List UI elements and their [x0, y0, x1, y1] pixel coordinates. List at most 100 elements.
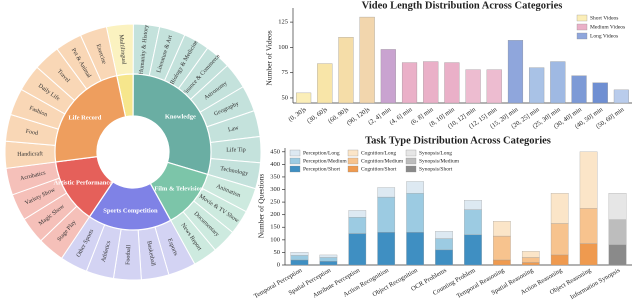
leaf-label: Humanity & History	[139, 25, 150, 75]
bar-segment	[550, 223, 569, 256]
bar-segment	[464, 209, 482, 235]
bar-segment	[377, 196, 396, 233]
legend-swatch	[576, 23, 588, 31]
bar-segment	[579, 243, 598, 266]
legend-swatch	[347, 149, 359, 157]
bar-segment	[550, 254, 569, 266]
legend-swatch	[289, 165, 301, 173]
legend-label: Synopsis/Long	[419, 150, 452, 156]
y-tick-label: 450	[270, 148, 280, 155]
bar-segment	[435, 238, 453, 251]
bar	[444, 62, 460, 104]
bar-segment	[579, 151, 598, 209]
y-tick-label: 100	[278, 44, 288, 51]
bar-segment	[493, 259, 511, 266]
bar-segment	[377, 187, 396, 198]
bar-segment	[608, 193, 627, 220]
legend-swatch	[576, 32, 588, 40]
legend-label: Cognition/Short	[361, 166, 397, 172]
bar-segment	[348, 210, 367, 218]
chart-title: Video Length Distribution Across Categor…	[362, 0, 563, 11]
x-tick-label: Temporal Perception	[253, 267, 304, 301]
bar	[613, 89, 629, 104]
bar-segment	[464, 200, 482, 210]
legend-swatch	[576, 14, 588, 22]
bar-segment	[493, 221, 511, 237]
y-axis-label: Number of Videos	[265, 30, 274, 85]
bar	[423, 61, 439, 104]
bar-segment	[377, 232, 396, 266]
y-tick-label: 200	[270, 211, 280, 218]
legend-swatch	[405, 149, 417, 157]
bar-segment	[406, 193, 424, 233]
bar-segment	[319, 254, 338, 258]
leaf-label: Life Tip	[226, 146, 246, 153]
bar-segment	[608, 244, 627, 266]
x-tick-label: Information Synopsis	[569, 267, 622, 301]
y-tick-label: 0	[277, 261, 280, 268]
bar-segment	[435, 249, 453, 266]
bar-segment	[550, 193, 569, 224]
legend-label: Synopsis/Short	[419, 166, 453, 172]
leaf-label: Law	[228, 125, 240, 133]
bar	[359, 16, 375, 104]
legend-label: Synopsis/Medium	[419, 158, 460, 164]
legend-label: Cognition/Long	[361, 150, 396, 156]
leaf-label: Football	[125, 244, 132, 265]
y-tick-label: 250	[270, 199, 280, 206]
bar-segment	[435, 231, 453, 239]
bar	[571, 75, 587, 104]
bar	[338, 37, 354, 104]
group-label: Sports Competition	[103, 207, 158, 214]
bar-segment	[319, 257, 338, 262]
legend-label: Perception/Medium	[303, 158, 347, 164]
y-tick-label: 50	[282, 94, 289, 101]
x-tick-label: (0, 30]s	[287, 106, 308, 123]
y-tick-label: 300	[270, 186, 280, 193]
legend-label: Perception/Short	[303, 166, 340, 172]
y-tick-label: 125	[278, 19, 288, 26]
y-tick-label: 150	[270, 224, 280, 231]
bar-segment	[290, 259, 309, 266]
bar-segment	[290, 252, 309, 256]
x-tick-label: (30, 60]s	[306, 106, 329, 125]
group-label: Artistic Performance	[53, 180, 112, 187]
group-label: Knowledge	[165, 113, 196, 120]
y-tick-label: 75	[282, 69, 289, 76]
legend-swatch	[347, 165, 359, 173]
leaf-label: Technology	[220, 166, 249, 177]
leaf-label: Multilingual	[118, 34, 127, 65]
group-label: Life Record	[68, 114, 101, 121]
bar	[507, 40, 524, 104]
y-tick-label: 400	[270, 161, 280, 168]
group-label: Film & Television	[154, 186, 204, 193]
bar-segment	[608, 219, 627, 246]
legend-label: Long Videos	[590, 33, 618, 39]
leaf-label: Handicraft	[17, 150, 43, 158]
legend-label: Medium Videos	[590, 24, 625, 30]
legend-swatch	[405, 157, 417, 165]
bar-segment	[406, 181, 424, 194]
x-tick-label: Temporal Reasoning	[455, 267, 506, 300]
bar	[486, 69, 502, 104]
bar	[529, 67, 545, 104]
bar-segment	[464, 234, 482, 266]
bar	[317, 63, 333, 104]
legend-swatch	[405, 165, 417, 173]
y-tick-label: 50	[274, 249, 281, 256]
bar	[465, 69, 481, 104]
bar-segment	[348, 217, 367, 234]
bar-segment	[521, 251, 540, 258]
bar-segment	[348, 233, 367, 266]
leaf-label: Basketball	[145, 240, 155, 266]
leaf-label: Athletics	[101, 240, 113, 263]
bar-segment	[493, 235, 511, 261]
legend-label: Cognition/Medium	[361, 158, 404, 164]
y-tick-label: 350	[270, 173, 280, 180]
bar	[401, 62, 418, 104]
leaf-label: Food	[25, 129, 38, 137]
legend-swatch	[347, 157, 359, 165]
bar-segment	[406, 232, 424, 266]
legend-swatch	[289, 149, 301, 157]
x-tick-label: (90, 120]s	[346, 106, 372, 127]
